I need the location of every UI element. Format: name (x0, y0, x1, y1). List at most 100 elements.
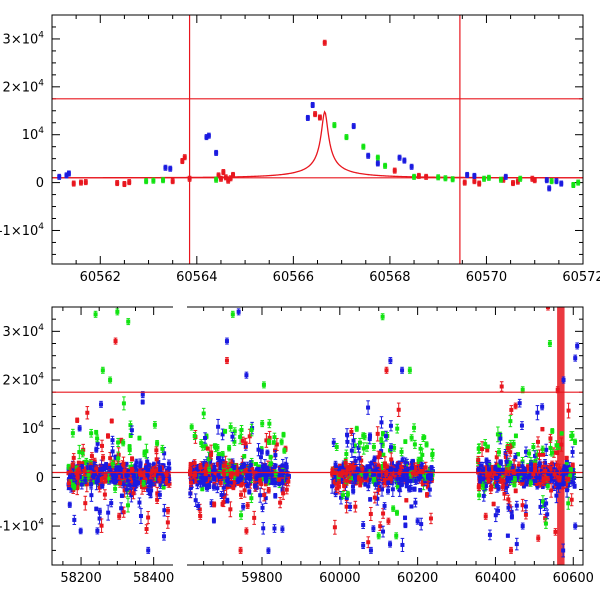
data-point (345, 490, 350, 498)
data-point (472, 178, 477, 185)
data-point (403, 515, 408, 521)
data-point (514, 537, 519, 551)
data-point (281, 431, 286, 438)
data-point (138, 508, 143, 524)
data-point (83, 477, 88, 484)
data-point (409, 434, 414, 442)
data-point (511, 180, 516, 187)
data-point (513, 402, 518, 410)
data-point (136, 479, 141, 487)
data-point (404, 498, 409, 503)
data-point (220, 451, 225, 458)
data-point (260, 420, 265, 428)
data-point (462, 179, 467, 186)
data-point (503, 173, 508, 180)
data-point (224, 357, 229, 365)
data-point (113, 484, 118, 493)
data-point (379, 416, 384, 429)
data-point (416, 172, 421, 179)
x-tick-label: 60562 (80, 270, 121, 285)
data-point (482, 175, 487, 182)
data-point (218, 175, 223, 182)
data-point (363, 482, 368, 487)
data-point (535, 405, 540, 421)
data-point (83, 179, 88, 186)
data-point (450, 176, 455, 183)
data-point (372, 476, 377, 482)
data-point (517, 398, 522, 408)
data-point (203, 475, 208, 482)
data-point (403, 439, 408, 444)
data-point (368, 506, 373, 521)
data-point (216, 451, 221, 457)
data-point (95, 434, 100, 443)
data-point (561, 481, 566, 487)
data-point (205, 446, 210, 451)
data-point (493, 475, 498, 481)
data-point (540, 445, 545, 453)
data-point (397, 154, 402, 161)
data-point (244, 371, 249, 379)
data-point (118, 478, 123, 488)
data-point (95, 527, 100, 535)
data-point (426, 474, 431, 480)
data-point (522, 474, 527, 481)
data-point (225, 497, 230, 504)
data-point (100, 366, 105, 374)
data-point (384, 366, 389, 374)
data-point (399, 447, 404, 457)
data-point (189, 423, 194, 431)
data-point (254, 462, 259, 467)
data-point (110, 459, 115, 468)
data-point (214, 149, 219, 156)
data-point (110, 446, 115, 457)
data-point (144, 443, 149, 459)
data-point (317, 114, 322, 121)
data-point (547, 185, 552, 192)
data-point (412, 486, 417, 492)
data-point (547, 340, 552, 348)
data-point (130, 467, 135, 473)
data-point (267, 438, 272, 446)
data-point (430, 448, 435, 462)
y-tick-label: -1×104 (0, 518, 44, 535)
data-point (260, 503, 265, 513)
data-point (272, 524, 277, 533)
survey-points (66, 381, 578, 558)
data-point (108, 376, 113, 384)
top-panel-light-curve-zoom: 60562 60564 60566 60568 60570 60572 -1×104 0 104… (0, 14, 600, 285)
data-point (375, 160, 380, 167)
data-point (116, 451, 121, 466)
data-point (121, 480, 126, 489)
data-point (354, 425, 359, 432)
data-point (66, 170, 71, 177)
data-point (543, 518, 548, 529)
bottom-panel-full-light-curve: 58200 58400 59800 60000 60200 60400 60600 -1×10… (0, 305, 594, 586)
data-point (400, 537, 405, 552)
data-point (130, 456, 135, 462)
data-point (129, 425, 134, 435)
data-point (412, 423, 417, 433)
data-point (407, 366, 412, 374)
data-point (512, 475, 517, 483)
data-point (514, 500, 519, 511)
data-point (165, 506, 170, 515)
data-point (509, 405, 514, 415)
data-point (386, 487, 391, 495)
data-point (424, 173, 429, 180)
data-point (413, 497, 418, 508)
data-point (512, 482, 517, 488)
data-point (379, 436, 384, 443)
data-point (391, 505, 396, 512)
data-point (351, 123, 356, 130)
data-point (573, 522, 578, 530)
data-point (395, 423, 400, 434)
data-point (381, 508, 386, 519)
data-point (575, 342, 580, 350)
data-point (83, 495, 88, 511)
data-point (140, 399, 145, 405)
outliers-g (93, 308, 552, 540)
data-point (66, 463, 71, 470)
data-point (524, 480, 529, 487)
data-point (165, 516, 170, 529)
